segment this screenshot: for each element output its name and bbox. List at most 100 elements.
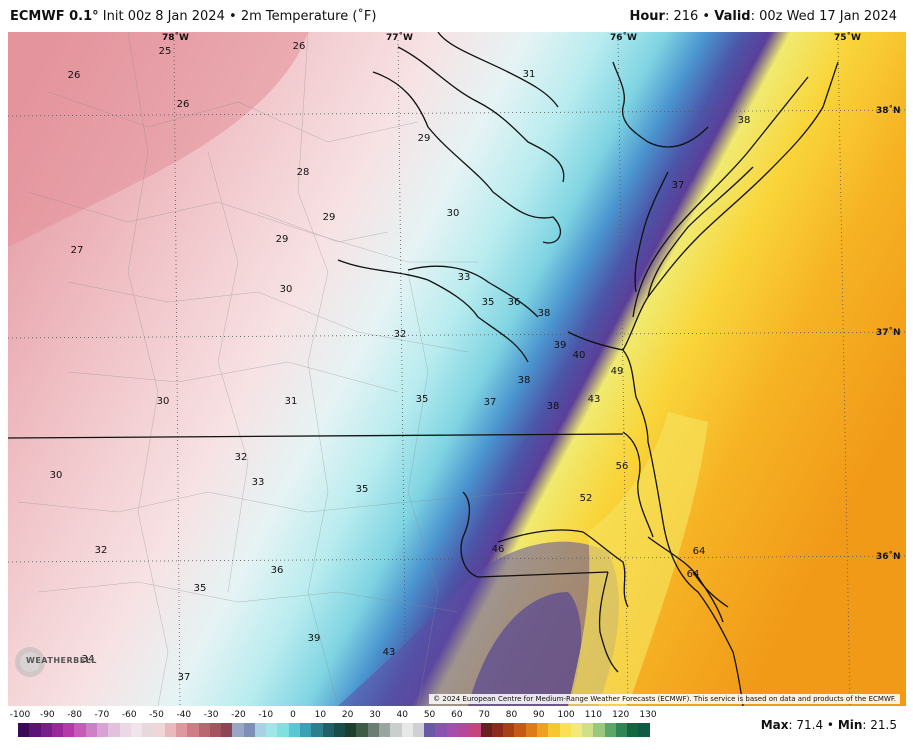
scale-swatch <box>593 723 605 737</box>
scale-swatch <box>232 723 244 737</box>
temperature-map[interactable]: 78˚W 77˚W 76˚W 75˚W 38˚N 37˚N 36˚N 25 26 2… <box>8 32 906 706</box>
header-title: ECMWF 0.1° Init 00z 8 Jan 2024 • 2m Temp… <box>10 9 376 24</box>
scale-swatch <box>221 723 233 737</box>
weatherbell-logo: WEATHERBELL <box>12 642 96 682</box>
temperature-label: 26 <box>68 70 81 81</box>
scale-swatch <box>615 723 628 737</box>
scale-swatch <box>142 723 154 737</box>
temperature-label: 32 <box>235 452 248 463</box>
temperature-label: 29 <box>276 234 289 245</box>
scale-swatch <box>119 723 131 737</box>
separator: • <box>229 9 237 24</box>
scale-swatch <box>85 723 97 737</box>
temperature-label: 35 <box>356 484 369 495</box>
lon-label-76w: 76˚W <box>610 32 637 43</box>
scale-swatch <box>40 723 52 737</box>
warm-region-coast <box>568 412 708 706</box>
scale-swatch <box>300 723 312 737</box>
temperature-labels: 25 26 26 26 31 29 38 28 37 30 29 29 27 30 33 35 36 38 32 39… <box>50 41 751 683</box>
scale-swatch <box>525 723 537 737</box>
valid-label: Valid <box>714 9 751 24</box>
temperature-label: 38 <box>538 308 551 319</box>
scale-swatch <box>412 723 425 737</box>
lat-lon-grid <box>8 39 906 706</box>
scale-label: -80 <box>67 710 82 720</box>
temperature-label: 37 <box>178 672 191 683</box>
scale-swatch <box>480 723 492 737</box>
scale-label: -10 <box>258 710 274 720</box>
temperature-label: 46 <box>492 544 505 555</box>
scale-swatch <box>29 723 41 737</box>
scale-swatch <box>548 723 560 737</box>
max-min-readout: Max: 71.4 • Min: 21.5 <box>761 718 897 732</box>
temperature-label: 64 <box>687 569 700 580</box>
scale-label: -70 <box>94 710 110 720</box>
scale-swatch <box>424 723 436 737</box>
temperature-label: 43 <box>588 394 601 405</box>
scale-swatch <box>638 723 650 737</box>
county-lines <box>17 32 529 706</box>
scale-label: -30 <box>203 710 219 720</box>
scale-swatch <box>209 723 222 737</box>
min-label: Min <box>837 718 863 732</box>
model-name: ECMWF 0.1 <box>10 9 93 24</box>
temperature-label: 56 <box>616 461 629 472</box>
scale-swatch <box>379 723 391 737</box>
temperature-label: 25 <box>159 46 172 57</box>
temperature-label: 64 <box>693 546 706 557</box>
weatherbell-logo-graphic <box>15 647 45 677</box>
purple-core-south <box>468 592 582 706</box>
max-value: : 71.4 • <box>788 718 838 732</box>
scale-swatch <box>175 723 188 737</box>
hour-label: Hour <box>629 9 665 24</box>
scale-swatch <box>435 723 447 737</box>
scale-label: 40 <box>396 710 408 720</box>
hour-value: : 216 <box>664 9 699 24</box>
scale-label: 80 <box>505 710 518 720</box>
temperature-label: 35 <box>482 297 495 308</box>
temperature-label: 34 <box>82 654 95 665</box>
temperature-label: 29 <box>418 133 431 144</box>
scale-swatch <box>63 723 75 737</box>
temperature-label: 36 <box>508 297 521 308</box>
scale-swatch <box>469 723 481 737</box>
scale-swatch <box>536 723 549 737</box>
scale-swatch <box>164 723 176 737</box>
scale-swatch <box>18 723 30 737</box>
temperature-label: 26 <box>293 41 306 52</box>
temperature-label: 31 <box>523 69 536 80</box>
scale-swatch <box>559 723 571 737</box>
temperature-label: 30 <box>157 396 170 407</box>
weatherbell-logo-text: WEATHERBELL <box>26 656 97 665</box>
scale-label: -90 <box>39 710 55 720</box>
temperature-label: 39 <box>554 340 567 351</box>
scale-label: 60 <box>451 710 463 720</box>
scale-label: -60 <box>121 710 137 720</box>
coastline <box>337 32 839 706</box>
lat-label-38n: 38˚N <box>876 105 901 116</box>
init-time: Init 00z 8 Jan 2024 <box>102 9 225 24</box>
scale-swatch <box>198 723 210 737</box>
scale-swatch <box>333 723 346 737</box>
scale-labels: -100 -90 -80 -70 -60 -50 -40 -30 -20 -10 0 10 20 30 40… <box>0 710 913 722</box>
temperature-label: 33 <box>252 477 265 488</box>
scale-swatch <box>108 723 120 737</box>
temperature-label: 28 <box>297 167 310 178</box>
state-border <box>8 433 624 439</box>
scale-swatch <box>187 723 199 737</box>
scale-label: -40 <box>176 710 192 720</box>
scale-label: 20 <box>341 710 354 720</box>
scale-swatch <box>277 723 289 737</box>
scale-swatch <box>311 723 323 737</box>
scale-swatch <box>74 723 86 737</box>
scale-swatch <box>503 723 515 737</box>
scale-swatch <box>322 723 334 737</box>
temperature-label: 30 <box>280 284 293 295</box>
scale-swatch <box>627 723 639 737</box>
scale-label: 70 <box>478 710 490 720</box>
scale-label: 10 <box>314 710 327 720</box>
temperature-label: 37 <box>484 397 497 408</box>
temperature-label: 49 <box>611 366 624 377</box>
header-validity: Hour: 216 • Valid: 00z Wed 17 Jan 2024 <box>629 9 897 24</box>
temperature-label: 31 <box>285 396 298 407</box>
